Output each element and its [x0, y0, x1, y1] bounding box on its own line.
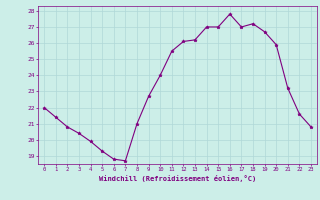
X-axis label: Windchill (Refroidissement éolien,°C): Windchill (Refroidissement éolien,°C) — [99, 175, 256, 182]
